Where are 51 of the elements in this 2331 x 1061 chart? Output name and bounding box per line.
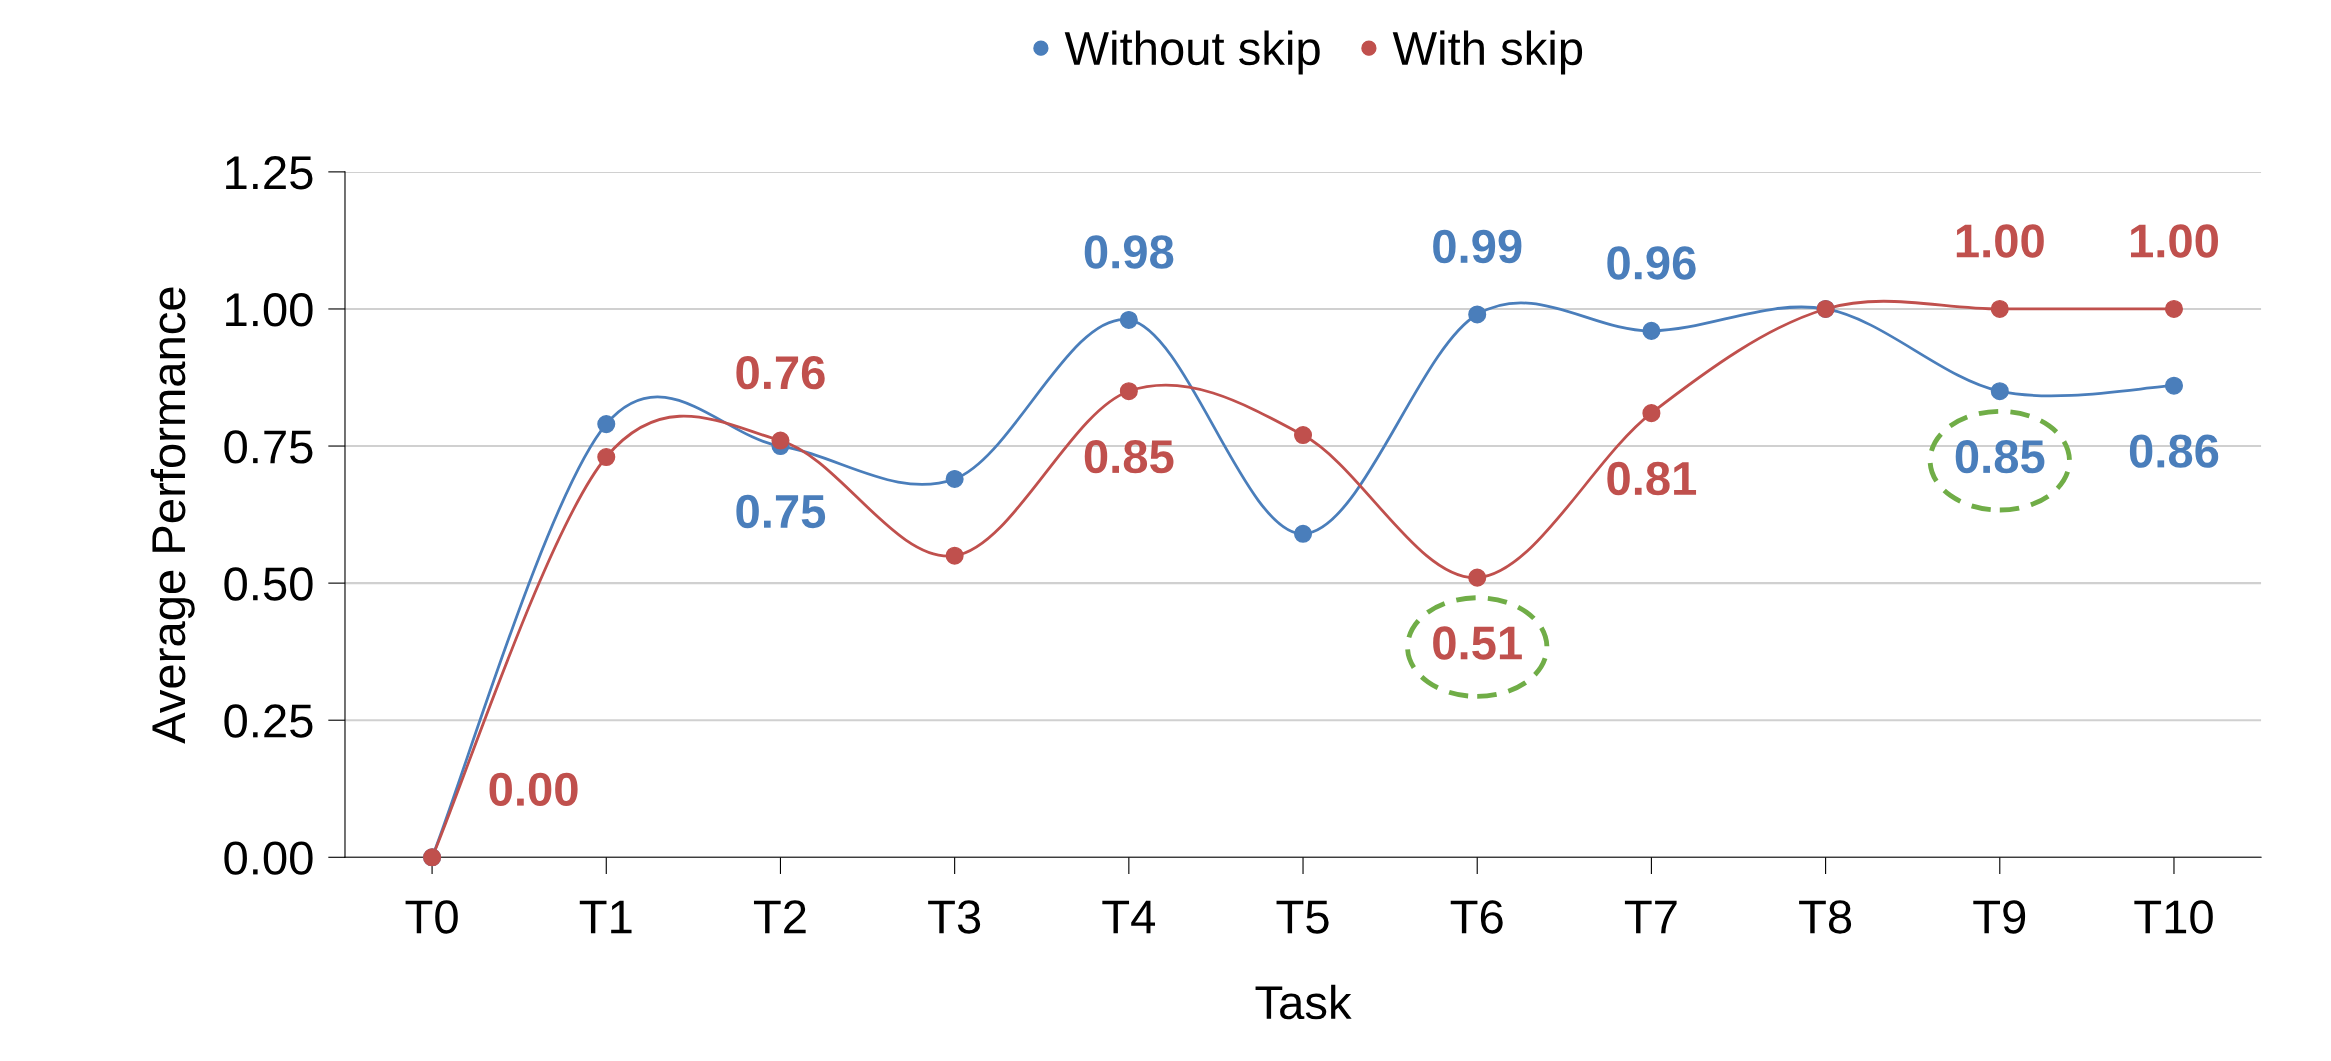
- x-tick-label: T1: [579, 900, 632, 934]
- annotation: 0.51: [1433, 626, 1522, 660]
- data-label: 0.96: [1607, 246, 1696, 280]
- point: [597, 447, 616, 467]
- point: [1468, 568, 1487, 587]
- x-tick-label: T6: [1450, 900, 1503, 934]
- data-label: 0.75: [736, 494, 826, 529]
- point: [1642, 321, 1661, 340]
- x-tick-label: T0: [405, 900, 458, 934]
- point: [1990, 382, 2009, 401]
- point: [945, 546, 964, 565]
- data-label: 0.00: [489, 772, 578, 807]
- x-tick-label: T9: [1973, 900, 2026, 934]
- point: [1119, 310, 1138, 329]
- x-tick-label: T7: [1624, 900, 1677, 934]
- y-tick-label: 0.75: [224, 430, 313, 464]
- data-label: 1.00: [1956, 224, 2044, 258]
- data-label: 0.76: [736, 355, 825, 390]
- x-tick-label: T5: [1276, 900, 1329, 934]
- point: [1119, 382, 1138, 401]
- annotation: 0.85: [1955, 439, 2045, 474]
- point: [2164, 376, 2184, 395]
- data-label: 0.99: [1433, 229, 1522, 264]
- point: [1294, 524, 1313, 543]
- y-tick-label: 1.00: [226, 293, 313, 327]
- data-label: 0.98: [1084, 235, 1174, 269]
- x-tick-label: T8: [1799, 900, 1852, 934]
- x-tick-label: T10: [2134, 900, 2213, 934]
- data-label: 0.81: [1607, 461, 1697, 496]
- x-axis-title: Task: [1255, 984, 1352, 1020]
- point: [1468, 305, 1487, 324]
- point: [1642, 404, 1661, 423]
- x-tick-label: T4: [1102, 900, 1156, 934]
- y-axis-title: Average Performance: [150, 287, 195, 744]
- data-label: 0.85: [1084, 439, 1174, 474]
- data-label: 0.86: [2129, 434, 2219, 468]
- y-tick-label: 0.50: [224, 567, 313, 601]
- x-tick-label: T2: [753, 900, 806, 934]
- point: [1294, 426, 1313, 445]
- y-tick-label: 1.25: [226, 156, 313, 190]
- legend-label: Without skip: [1064, 30, 1320, 75]
- point: [1990, 299, 2009, 318]
- legend-label: With skip: [1392, 30, 1583, 75]
- x-tick-label: T3: [928, 900, 981, 934]
- point: [771, 431, 790, 450]
- point: [597, 415, 616, 434]
- point: [2164, 299, 2184, 318]
- y-tick-label: 0.00: [224, 841, 313, 875]
- data-label: 1.00: [2131, 224, 2218, 258]
- point: [945, 469, 964, 488]
- y-tick-label: 0.25: [224, 704, 313, 738]
